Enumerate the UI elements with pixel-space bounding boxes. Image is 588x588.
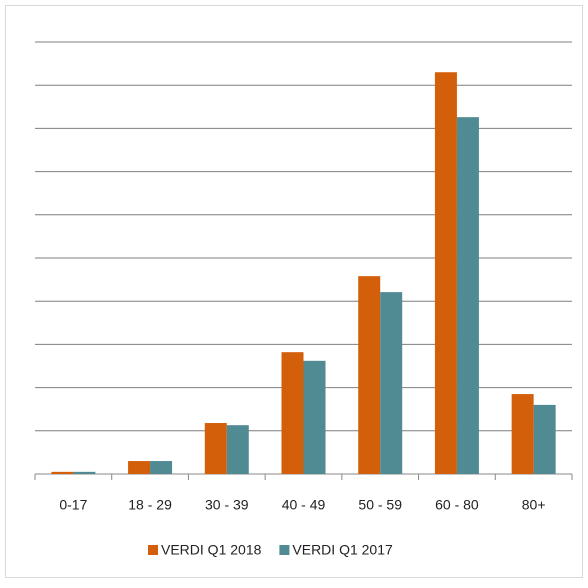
bar: [73, 471, 96, 474]
bar: [281, 352, 304, 474]
bar: [358, 276, 381, 474]
bar: [51, 471, 74, 474]
bar: [511, 394, 534, 474]
chart-frame: [5, 5, 583, 578]
x-tick-label: 80+: [522, 497, 546, 513]
x-tick-label: 50 - 59: [358, 497, 402, 513]
legend-label: VERDI Q1 2018: [161, 542, 262, 558]
bar: [380, 292, 403, 474]
x-tick-label: 0-17: [59, 497, 87, 513]
x-tick-label: 40 - 49: [282, 497, 326, 513]
bar: [204, 423, 227, 474]
bar: [303, 360, 326, 474]
bar: [533, 404, 556, 474]
legend-label: VERDI Q1 2017: [292, 542, 393, 558]
bar: [150, 461, 173, 474]
bar: [128, 461, 151, 474]
bar: [456, 117, 479, 474]
legend-swatch: [279, 545, 290, 555]
x-tick-label: 30 - 39: [205, 497, 249, 513]
legend-swatch: [148, 545, 158, 555]
x-tick-label: 60 - 80: [435, 497, 479, 513]
bar: [434, 72, 457, 475]
bar: [226, 425, 249, 474]
x-tick-label: 18 - 29: [128, 497, 172, 513]
